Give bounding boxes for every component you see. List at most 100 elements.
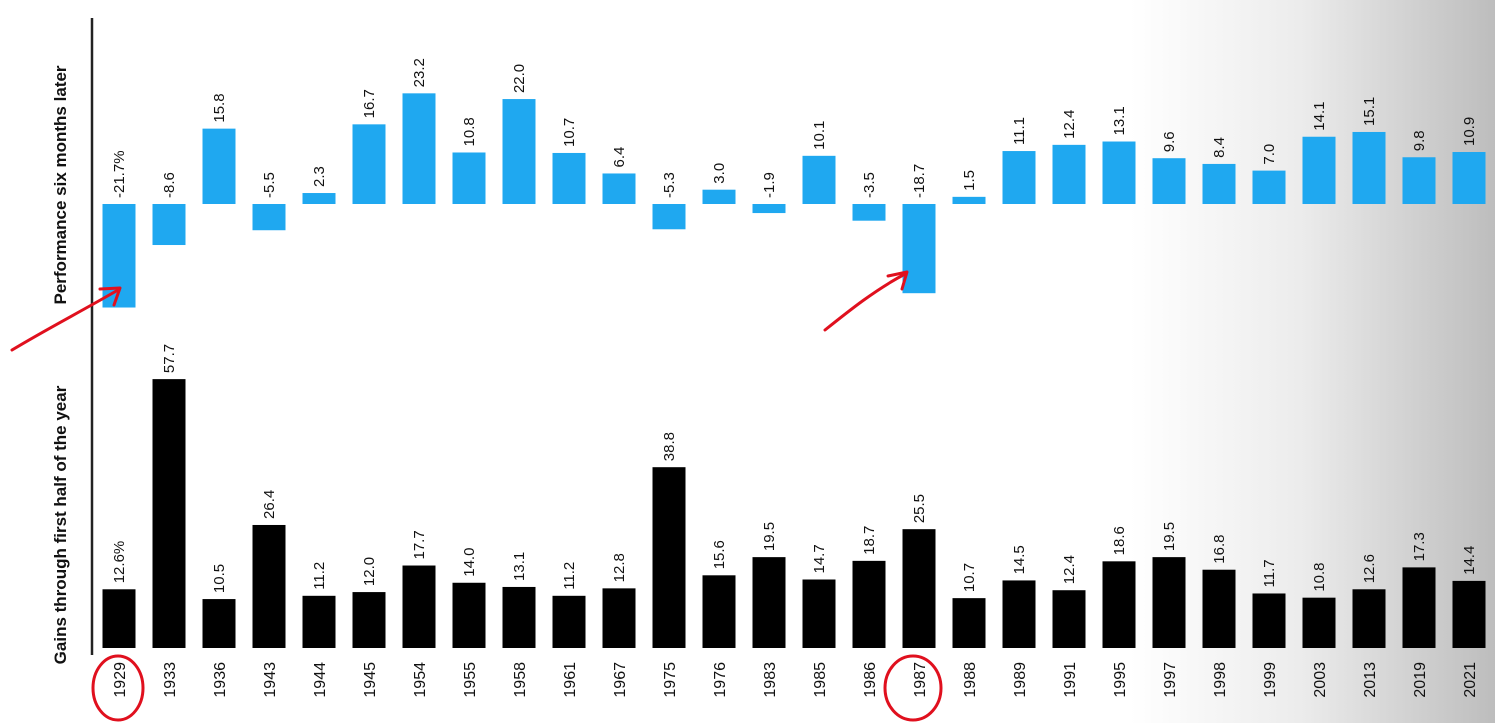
bottom-bar-1975 <box>652 467 686 648</box>
bottom-value-label-1958: 13.1 <box>511 552 528 581</box>
top-value-label-1983: -1.9 <box>761 172 778 198</box>
year-label-1967: 1967 <box>612 662 629 698</box>
top-value-label-2021: 10.9 <box>1461 117 1478 146</box>
arrow-1929 <box>10 288 120 352</box>
top-bar-2003 <box>1302 136 1336 204</box>
year-label-1998: 1998 <box>1212 662 1229 698</box>
bottom-value-label-2003: 10.8 <box>1311 562 1328 591</box>
bottom-bar-1958 <box>502 586 536 648</box>
year-label-2021: 2021 <box>1462 662 1479 698</box>
top-bar-1975 <box>652 204 686 230</box>
bottom-bar-1988 <box>952 598 986 648</box>
bottom-value-label-1955: 14.0 <box>461 548 478 577</box>
year-label-1976: 1976 <box>712 662 729 698</box>
year-label-1933: 1933 <box>162 662 179 698</box>
top-value-label-1954: 23.2 <box>411 58 428 87</box>
circle-1929 <box>91 654 145 722</box>
bottom-value-label-1975: 38.8 <box>661 432 678 461</box>
bottom-bar-1987 <box>902 529 936 648</box>
top-bar-1989 <box>1002 151 1036 204</box>
top-value-label-1995: 13.1 <box>1111 106 1128 135</box>
arrow-1987 <box>823 272 907 332</box>
bottom-value-label-1944: 11.2 <box>311 562 328 590</box>
top-chart-value-labels: -21.7% -8.6 15.8 -5.5 2.3 16.7 23.2 10.8 22.0 10.… <box>111 58 1478 198</box>
year-label-1997: 1997 <box>1162 662 1179 698</box>
bottom-bar-2013 <box>1352 589 1386 648</box>
bottom-bar-2021 <box>1452 580 1486 648</box>
bottom-bar-1954 <box>402 565 436 648</box>
bottom-bar-1999 <box>1252 593 1286 648</box>
top-bar-2013 <box>1352 131 1386 204</box>
bottom-bar-1944 <box>302 595 336 648</box>
bottom-bar-1936 <box>202 599 236 648</box>
top-bar-1987 <box>902 204 936 294</box>
year-label-1975: 1975 <box>662 662 679 698</box>
year-label-1983: 1983 <box>762 662 779 698</box>
top-bar-1988 <box>952 196 986 204</box>
bottom-value-label-1998: 16.8 <box>1211 535 1228 564</box>
bottom-bar-1985 <box>802 579 836 648</box>
top-value-label-1945: 16.7 <box>361 89 378 118</box>
year-label-1961: 1961 <box>562 662 579 698</box>
top-value-label-1929: -21.7% <box>111 150 128 198</box>
bottom-bar-1943 <box>252 524 286 648</box>
bottom-value-label-1954: 17.7 <box>411 530 428 559</box>
top-value-label-1985: 10.1 <box>811 121 828 150</box>
year-label-1999: 1999 <box>1262 662 1279 698</box>
bottom-bar-1998 <box>1202 569 1236 648</box>
bottom-chart-bars <box>102 379 1486 648</box>
bottom-value-label-2021: 14.4 <box>1461 546 1478 575</box>
top-value-label-1999: 7.0 <box>1261 144 1278 165</box>
bottom-bar-1929 <box>102 589 136 648</box>
year-label-1945: 1945 <box>362 662 379 698</box>
top-value-label-1933: -8.6 <box>161 172 178 198</box>
red-annotations <box>10 270 943 722</box>
bottom-value-label-1985: 14.7 <box>811 544 828 573</box>
bottom-value-label-1976: 15.6 <box>711 540 728 569</box>
top-bar-1985 <box>802 155 836 204</box>
bottom-value-label-2013: 12.6 <box>1361 554 1378 583</box>
top-value-label-1955: 10.8 <box>461 117 478 146</box>
top-value-label-2019: 9.8 <box>1411 130 1428 151</box>
bottom-value-label-1936: 10.5 <box>211 564 228 593</box>
top-bar-1976 <box>702 189 736 204</box>
top-bar-1961 <box>552 152 586 204</box>
top-value-label-1944: 2.3 <box>311 166 328 187</box>
top-value-label-1961: 10.7 <box>561 118 578 147</box>
year-tick-labels: 1929 1933 1936 1943 1944 1945 1954 1955 1958 1961… <box>112 662 1479 698</box>
top-bar-1958 <box>502 99 536 204</box>
top-bar-2021 <box>1452 152 1486 204</box>
top-value-label-1976: 3.0 <box>711 163 728 184</box>
top-value-label-1986: -3.5 <box>861 172 878 198</box>
bottom-bar-1991 <box>1052 590 1086 648</box>
bottom-value-label-1967: 12.8 <box>611 553 628 582</box>
top-value-label-1975: -5.3 <box>661 172 678 198</box>
bottom-value-label-1991: 12.4 <box>1061 555 1078 584</box>
year-label-1987: 1987 <box>912 662 929 698</box>
bottom-value-label-1943: 26.4 <box>261 490 278 519</box>
year-label-1989: 1989 <box>1012 662 1029 698</box>
top-value-label-1936: 15.8 <box>211 93 228 122</box>
top-chart-ylabel: Performance six months later <box>51 65 70 304</box>
top-bar-1991 <box>1052 144 1086 204</box>
year-label-1955: 1955 <box>462 662 479 698</box>
year-label-1958: 1958 <box>512 662 529 698</box>
top-bar-1955 <box>452 152 486 204</box>
top-bar-1933 <box>152 204 186 246</box>
bottom-value-label-1999: 11.7 <box>1261 559 1278 587</box>
bottom-bar-1995 <box>1102 561 1136 648</box>
year-label-1991: 1991 <box>1062 662 1079 698</box>
year-label-2013: 2013 <box>1362 662 1379 698</box>
bottom-bar-1997 <box>1152 557 1186 648</box>
bottom-value-label-1988: 10.7 <box>961 563 978 592</box>
top-value-label-1988: 1.5 <box>961 170 978 191</box>
top-bar-1983 <box>752 204 786 214</box>
top-value-label-2013: 15.1 <box>1361 97 1378 126</box>
bottom-value-label-1929: 12.6% <box>111 541 128 584</box>
top-bar-1943 <box>252 204 286 231</box>
bottom-value-label-1961: 11.2 <box>561 562 578 590</box>
year-label-1995: 1995 <box>1112 662 1129 698</box>
bottom-bar-2019 <box>1402 567 1436 648</box>
